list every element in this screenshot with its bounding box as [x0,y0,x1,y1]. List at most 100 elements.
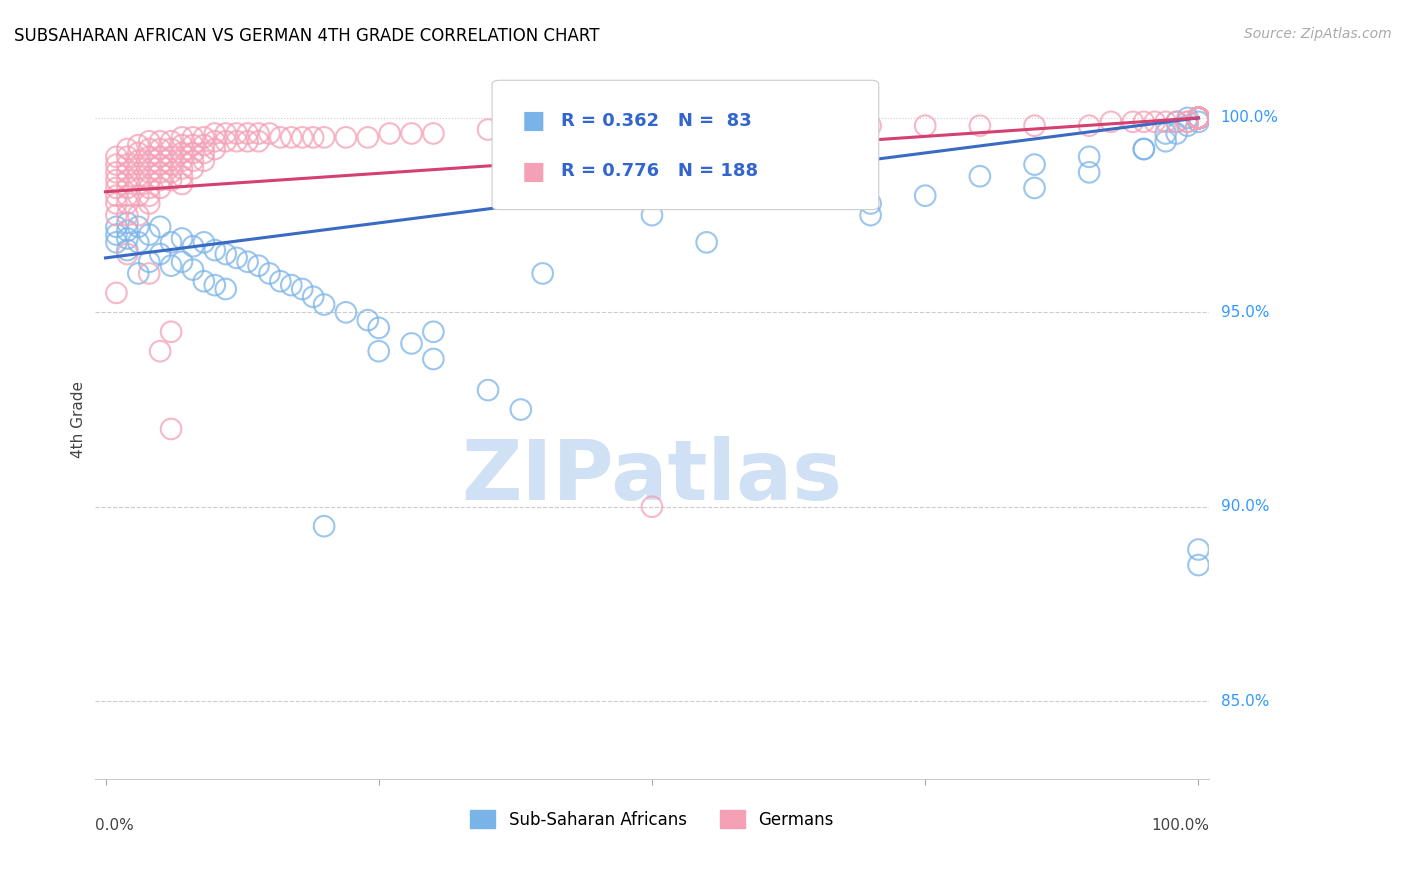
Point [1187,542,1209,557]
Point [149,158,172,172]
Point [170,138,193,153]
Point [225,251,247,265]
Point [1187,111,1209,125]
Point [280,278,302,293]
Point [1187,111,1209,125]
Point [127,267,149,281]
Point [1143,115,1166,129]
Legend: Sub-Saharan Africans, Germans: Sub-Saharan Africans, Germans [464,804,841,835]
Point [1099,115,1122,129]
Point [422,351,444,366]
Point [1187,111,1209,125]
Point [204,134,226,148]
Point [259,267,281,281]
Point [170,153,193,168]
Point [859,119,882,133]
Point [1187,111,1209,125]
Point [181,262,204,277]
Point [225,134,247,148]
Point [117,231,139,245]
Point [247,127,270,141]
Point [160,142,183,156]
Point [149,165,172,179]
Point [1187,111,1209,125]
Point [269,130,291,145]
Point [149,247,172,261]
Point [204,127,226,141]
Point [138,188,160,202]
Point [160,235,183,250]
Point [170,177,193,191]
Point [117,150,139,164]
Point [181,239,204,253]
Point [127,169,149,184]
Point [1187,111,1209,125]
Point [1187,111,1209,125]
Point [149,344,172,359]
Text: R = 0.776   N = 188: R = 0.776 N = 188 [561,162,758,180]
Point [193,138,215,153]
Point [1187,111,1209,125]
Point [1024,119,1046,133]
Point [160,158,183,172]
Point [1187,111,1209,125]
Point [1187,111,1209,125]
Point [1187,111,1209,125]
Point [117,158,139,172]
Point [181,161,204,176]
Point [204,278,226,293]
Point [641,500,664,514]
Point [105,165,128,179]
Point [1187,111,1209,125]
Point [236,254,259,268]
Point [105,227,128,242]
Point [138,181,160,195]
Point [193,235,215,250]
Point [204,243,226,257]
Point [160,173,183,187]
Text: 85.0%: 85.0% [1220,694,1268,708]
Point [1187,111,1209,125]
Point [105,150,128,164]
Point [117,173,139,187]
Point [215,282,238,296]
Point [367,321,389,335]
Point [117,243,139,257]
Point [1024,158,1046,172]
Point [149,150,172,164]
Point [314,519,336,533]
Point [1187,111,1209,125]
Point [1154,127,1177,141]
Point [1187,111,1209,125]
Text: 90.0%: 90.0% [1220,500,1270,515]
Point [117,165,139,179]
Point [357,313,380,327]
Point [1187,111,1209,125]
Point [1078,150,1101,164]
Point [1187,111,1209,125]
Point [127,153,149,168]
Point [105,235,128,250]
Point [1187,111,1209,125]
Point [170,169,193,184]
Text: R = 0.362   N =  83: R = 0.362 N = 83 [561,112,752,130]
Point [193,145,215,160]
Point [1187,111,1209,125]
Point [1154,115,1177,129]
Point [1078,165,1101,179]
Point [1177,119,1199,133]
Point [1187,111,1209,125]
Point [1187,111,1209,125]
Point [215,134,238,148]
Point [1187,111,1209,125]
Point [181,145,204,160]
Text: SUBSAHARAN AFRICAN VS GERMAN 4TH GRADE CORRELATION CHART: SUBSAHARAN AFRICAN VS GERMAN 4TH GRADE C… [14,27,599,45]
Point [160,422,183,436]
Point [149,142,172,156]
Point [302,130,325,145]
Point [117,142,139,156]
Point [1187,111,1209,125]
Point [225,127,247,141]
Point [117,181,139,195]
Point [193,130,215,145]
